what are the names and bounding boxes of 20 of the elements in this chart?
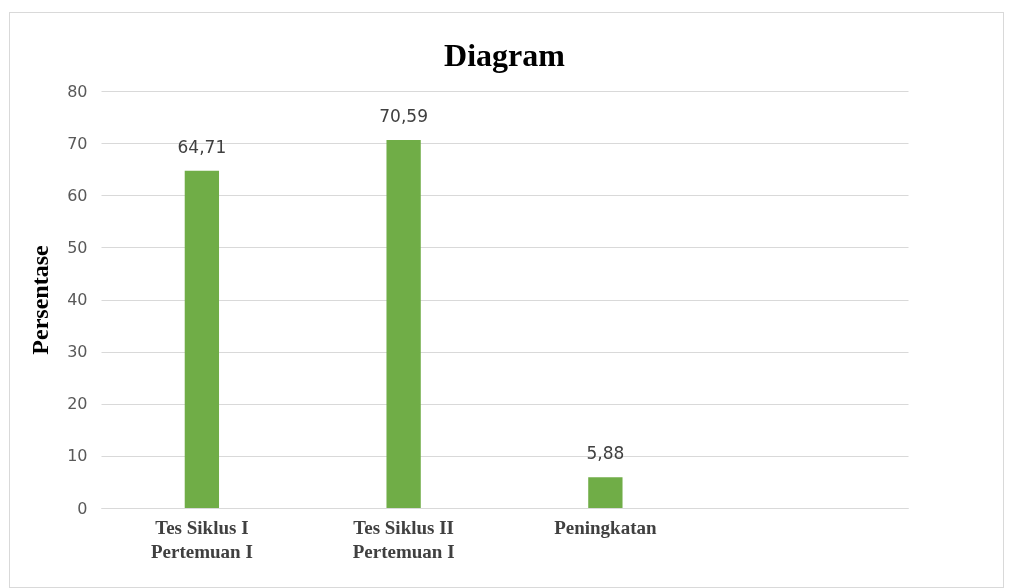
y-tick-label: 20 xyxy=(67,394,88,414)
y-tick-label: 30 xyxy=(67,342,88,362)
y-tick-label: 60 xyxy=(67,185,88,205)
y-tick-label: 10 xyxy=(67,446,88,466)
bar xyxy=(184,170,220,508)
data-label: 70,59 xyxy=(379,106,428,127)
y-tick-label: 80 xyxy=(67,81,88,101)
x-tick-label: Peningkatan xyxy=(554,516,658,538)
y-axis-title: Persentase xyxy=(27,245,54,355)
x-tick-label: Tes Siklus II Pertemuan I xyxy=(352,516,455,562)
y-tick-label: 50 xyxy=(67,237,88,257)
bar xyxy=(386,140,421,508)
y-tick-label: 0 xyxy=(77,498,88,518)
x-tick-label: Tes Siklus I Pertemuan I xyxy=(150,516,253,562)
y-tick-label: 70 xyxy=(67,133,88,153)
data-label: 64,71 xyxy=(177,136,227,157)
chart-title: Diagram xyxy=(444,37,566,73)
data-label: 5,88 xyxy=(586,443,625,464)
y-tick-label: 40 xyxy=(67,290,88,309)
bar xyxy=(588,477,623,508)
